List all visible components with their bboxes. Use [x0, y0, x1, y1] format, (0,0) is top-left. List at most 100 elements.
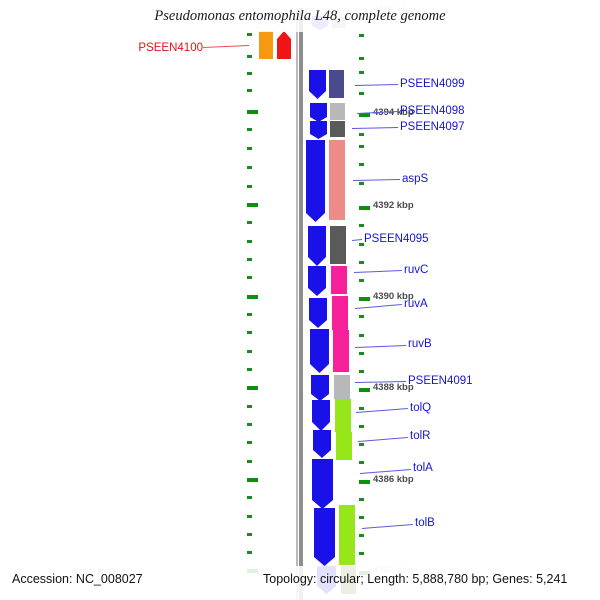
scale-tick	[247, 295, 258, 299]
gene-body	[336, 432, 352, 460]
scale-tick	[359, 443, 364, 446]
gene-label-pseen4091[interactable]: PSEEN4091	[408, 375, 473, 387]
gene-label-tolb[interactable]: tolB	[415, 517, 435, 529]
gene-body	[312, 16, 328, 26]
scale-tick	[359, 224, 364, 227]
gene-pseen4099-box[interactable]	[329, 70, 344, 98]
scale-tick	[247, 258, 252, 261]
scale-tick	[247, 203, 258, 207]
scale-tick	[247, 386, 258, 390]
scale-tick	[359, 206, 370, 210]
scale-tick	[247, 72, 252, 75]
gene-label-tola[interactable]: tolA	[413, 462, 433, 474]
gene-body	[332, 18, 346, 28]
gene-body	[330, 121, 345, 137]
scale-tick	[247, 89, 252, 92]
gene-pseen4098-arrow[interactable]	[310, 103, 327, 122]
gene-top-arrow-faded[interactable]	[312, 16, 328, 30]
scale-tick	[359, 516, 364, 519]
gene-label-tolr[interactable]: tolR	[410, 430, 431, 442]
gene-body	[339, 505, 355, 565]
gene-arrowhead-down-icon	[306, 213, 325, 222]
gene-body	[309, 70, 326, 91]
gene-body	[308, 266, 326, 288]
gene-arrowhead-down-icon	[314, 557, 335, 566]
gene-pseen4091-arrow[interactable]	[311, 375, 329, 401]
gene-pseen4100-red[interactable]	[277, 31, 291, 59]
gene-body	[312, 400, 330, 422]
gene-body	[310, 329, 329, 364]
gene-asps-arrow[interactable]	[306, 140, 325, 222]
scale-tick	[359, 425, 364, 428]
scale-tick	[247, 33, 252, 36]
gene-ruvb-arrow[interactable]	[310, 329, 329, 373]
gene-label-ruvb[interactable]: ruvB	[408, 338, 432, 350]
label-leader-line	[352, 239, 363, 241]
gene-pseen4099-arrow[interactable]	[309, 70, 326, 99]
gene-tolq-box[interactable]	[335, 399, 351, 432]
gene-pseen4097-arrow[interactable]	[310, 121, 327, 139]
scale-tick	[247, 147, 252, 150]
gene-label-pseen4099[interactable]: PSEEN4099	[400, 78, 465, 90]
scale-tick	[247, 551, 252, 554]
gene-pseen4091-box[interactable]	[334, 375, 350, 399]
scale-marker-label: 4394 kbp	[373, 107, 414, 118]
gene-arrowhead-down-icon	[312, 26, 328, 30]
gene-ruvc-box[interactable]	[331, 266, 347, 294]
gene-tolr-arrow[interactable]	[313, 430, 331, 458]
scale-tick	[247, 405, 252, 408]
gene-pseen4095-box[interactable]	[330, 226, 346, 264]
gene-pseen4095-arrow[interactable]	[308, 226, 326, 266]
gene-tolq-arrow[interactable]	[312, 400, 330, 431]
scale-tick	[359, 261, 364, 264]
gene-tolr-box[interactable]	[336, 432, 352, 460]
gene-label-asps[interactable]: aspS	[402, 173, 429, 185]
gene-arrowhead-down-icon	[310, 134, 327, 139]
label-leader-line	[355, 345, 407, 348]
gene-label-pseen4095[interactable]: PSEEN4095	[364, 233, 429, 245]
gene-tola-arrow[interactable]	[312, 459, 333, 509]
gene-body	[310, 103, 327, 117]
gene-ruva-arrow[interactable]	[309, 298, 327, 328]
scale-tick	[359, 534, 364, 537]
gene-ruvb-box[interactable]	[333, 330, 349, 372]
label-leader-line	[354, 270, 403, 273]
topology-label: Topology: circular; Length: 5,888,780 bp…	[263, 572, 568, 586]
gene-top-gray-faded[interactable]	[332, 18, 346, 28]
scale-tick	[359, 352, 364, 355]
scale-tick	[359, 71, 364, 74]
gene-pseen4098-box[interactable]	[330, 103, 345, 120]
gene-label-ruva[interactable]: ruvA	[404, 298, 428, 310]
label-leader-line	[353, 179, 401, 181]
scale-tick	[247, 533, 252, 536]
gene-arrowhead-down-icon	[313, 450, 331, 458]
gene-tolb-box[interactable]	[339, 505, 355, 565]
gene-tolb-arrow[interactable]	[314, 508, 335, 566]
gene-body	[277, 39, 291, 59]
gene-label-pseen4098[interactable]: PSEEN4098	[400, 105, 465, 117]
scale-marker-label: 4396 kbp	[373, 5, 414, 16]
gene-label-pseen4097[interactable]: PSEEN4097	[400, 121, 465, 133]
gene-asps-box[interactable]	[329, 140, 345, 220]
gene-body	[313, 430, 331, 450]
scale-tick	[359, 163, 364, 166]
scale-tick	[359, 388, 370, 392]
scale-tick	[247, 350, 252, 353]
gene-body	[329, 140, 345, 220]
gene-label-tolq[interactable]: tolQ	[410, 402, 432, 414]
scale-tick	[247, 460, 252, 463]
gene-pseen4097-box[interactable]	[330, 121, 345, 137]
gene-pseen4100-orange[interactable]	[259, 31, 273, 59]
scale-marker-label: 4386 kbp	[373, 474, 414, 485]
gene-ruva-box[interactable]	[332, 296, 348, 330]
label-leader-line	[362, 524, 414, 529]
scale-tick	[359, 34, 364, 37]
scale-marker-label: 4390 kbp	[373, 291, 414, 302]
gene-ruvc-arrow[interactable]	[308, 266, 326, 296]
gene-label-pseen4100[interactable]: PSEEN4100	[138, 42, 203, 54]
scale-tick	[359, 279, 364, 282]
scale-tick	[359, 145, 364, 148]
gene-body	[309, 298, 327, 320]
gene-label-ruvc[interactable]: ruvC	[404, 264, 429, 276]
